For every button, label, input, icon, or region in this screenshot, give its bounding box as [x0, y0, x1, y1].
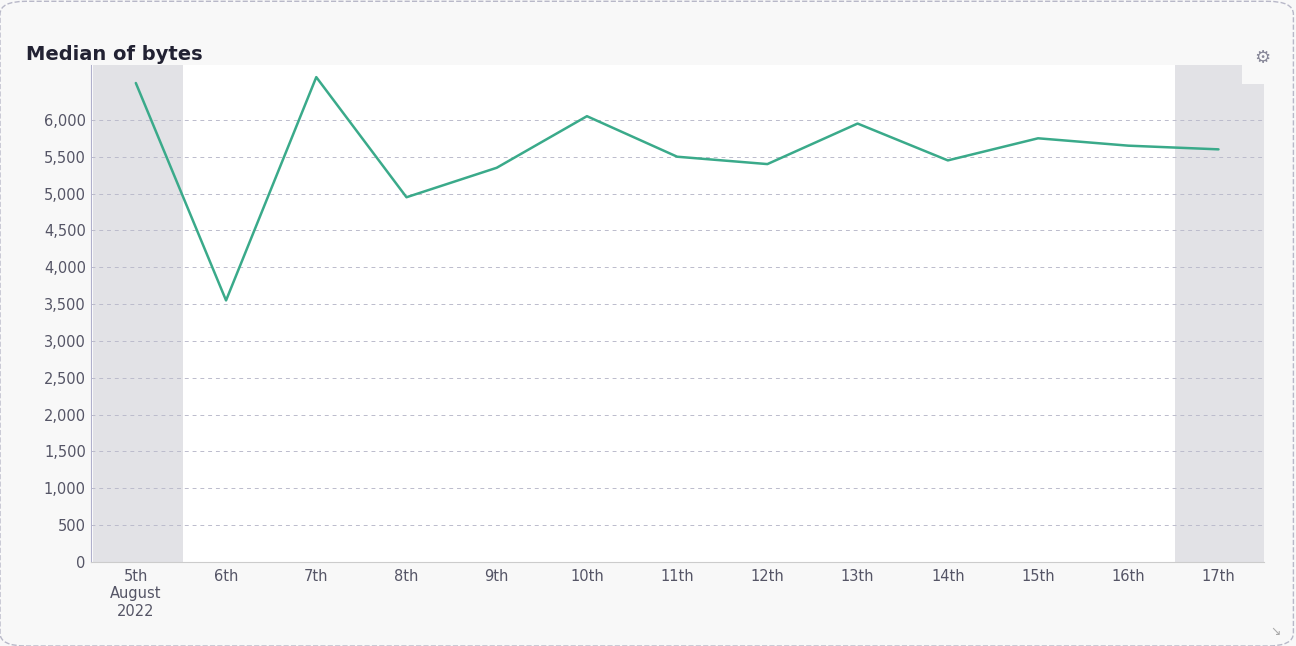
Text: ⚙: ⚙ [1255, 49, 1270, 67]
Text: Median of bytes: Median of bytes [26, 45, 202, 64]
Bar [1175, 65, 1265, 562]
Bar [92, 65, 183, 562]
Text: ↘: ↘ [1270, 625, 1280, 638]
